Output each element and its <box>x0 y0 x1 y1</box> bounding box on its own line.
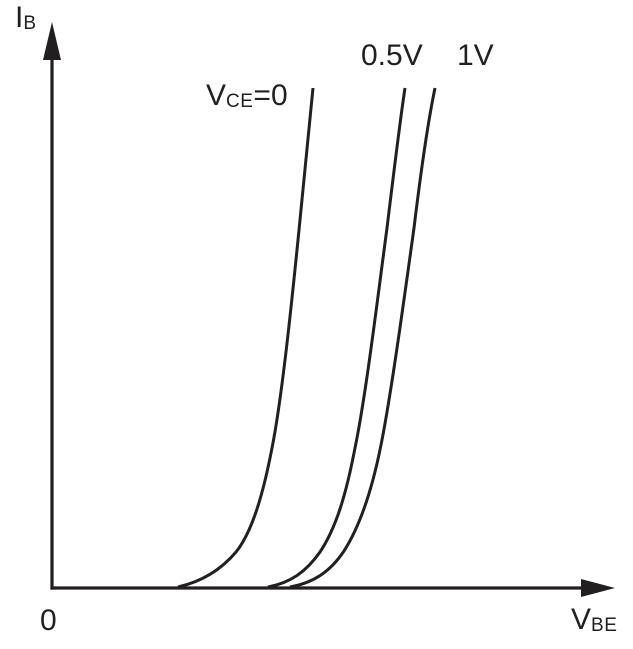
curve-label-vce0: VCE=0 <box>206 79 288 112</box>
origin-label: 0 <box>40 604 57 637</box>
curve-label-vce0-sub: CE <box>226 91 254 112</box>
curve-label-vce0-main: V <box>206 79 227 112</box>
curve-label-1v: 1V <box>457 39 494 72</box>
curve-label-0-5v: 0.5V <box>361 39 423 72</box>
x-axis-arrow-icon <box>581 579 615 597</box>
x-axis-label: VBE <box>571 603 618 636</box>
y-axis-label: IB <box>15 1 37 34</box>
x-axis-label-sub: BE <box>591 615 618 636</box>
y-axis-arrow-icon <box>43 22 61 60</box>
x-axis-label-main: V <box>571 603 592 636</box>
y-axis-label-main: I <box>15 1 24 34</box>
curve-vce-0-5v <box>267 87 407 589</box>
y-axis-label-sub: B <box>23 13 37 34</box>
curve-vce-0 <box>177 87 315 589</box>
curve-vce-1v <box>289 87 437 589</box>
curve-label-vce0-tail: =0 <box>253 79 288 112</box>
